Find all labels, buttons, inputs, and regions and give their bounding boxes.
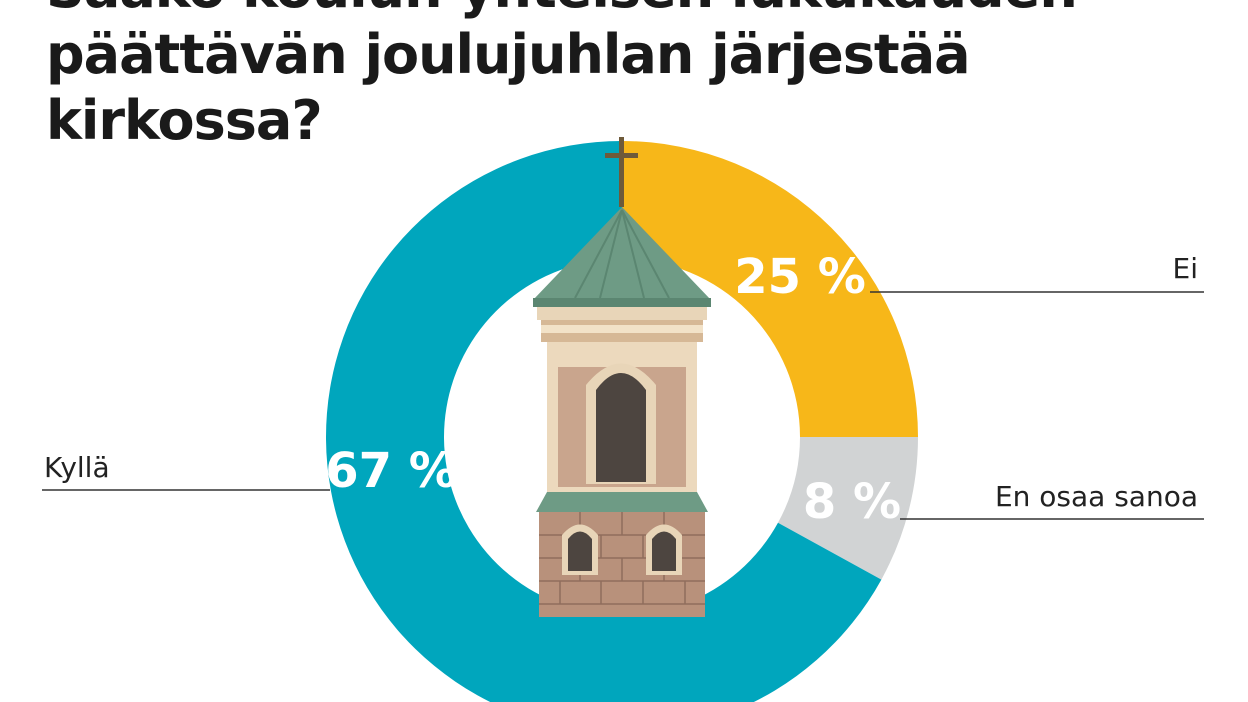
chart-title: Saako koulun yhteisen lukukauden päättäv… (46, 0, 1078, 152)
slice-en-osaa-sanoa (777, 437, 918, 580)
slice-kyll- (326, 141, 882, 702)
slice-ei (622, 141, 918, 437)
value-label-kylla: 67 % (325, 443, 457, 499)
category-label-en-osaa-sanoa: En osaa sanoa (995, 480, 1198, 513)
category-label-kylla: Kyllä (44, 451, 110, 484)
category-label-ei: Ei (1173, 252, 1198, 285)
church-tower-icon (533, 137, 711, 617)
value-label-ei: 25 % (734, 249, 866, 305)
value-label-en-osaa-sanoa: 8 % (803, 474, 901, 530)
